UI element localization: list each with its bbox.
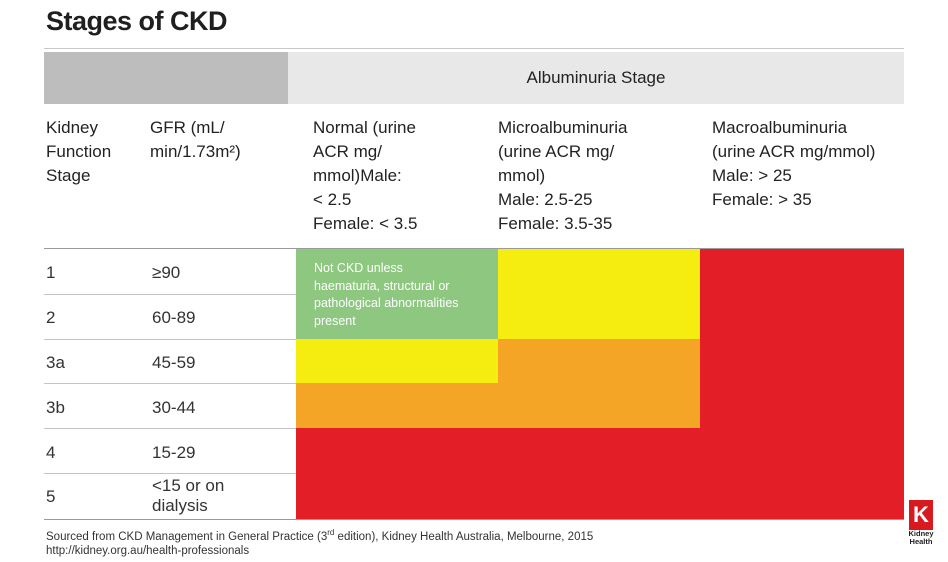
header-line: mmol)	[498, 166, 546, 185]
normal-header: Normal (urine ACR mg/ mmol)Male: < 2.5 F…	[313, 116, 417, 236]
not-ckd-note: Not CKD unless haematuria, structural or…	[296, 249, 498, 339]
header-line: Female: < 3.5	[313, 214, 418, 233]
stage-cell: 3a	[46, 353, 65, 372]
stage-cell: 2	[46, 308, 56, 327]
stage-cell: 1	[46, 263, 56, 282]
risk-cell-normal-micro-stage-3b	[296, 383, 700, 428]
header-line: Function	[46, 142, 112, 161]
header-line: Female: > 35	[712, 190, 812, 209]
macroalbuminuria-header: Macroalbuminuria (urine ACR mg/mmol) Mal…	[712, 116, 875, 212]
row-divider	[44, 428, 296, 429]
header-line: Male: 2.5-25	[498, 190, 593, 209]
risk-cell-macro-stage-1-3b	[700, 249, 904, 428]
logo-line: Kidney	[908, 529, 934, 538]
header-line: Male: > 25	[712, 166, 792, 185]
note-line: pathological abnormalities	[314, 296, 459, 310]
header-band-left	[44, 52, 288, 104]
page-title: Stages of CKD	[46, 6, 228, 36]
gfr-cell: 45-59	[152, 353, 196, 372]
stage-cell: 3b	[46, 398, 65, 417]
gfr-cell: 30-44	[152, 398, 196, 417]
risk-cell-normal-stage-3a	[296, 339, 498, 383]
header-line: Microalbuminuria	[498, 118, 628, 137]
logo-line: Health	[909, 537, 933, 546]
stage-cell: 4	[46, 443, 56, 462]
gfr-cell: ≥90	[152, 263, 181, 282]
source-superscript: rd	[327, 528, 335, 537]
header-line: mmol)Male:	[313, 166, 402, 185]
risk-cell-micro-stage-1-2	[498, 249, 700, 339]
gfr-line: <15 or on	[152, 476, 225, 495]
row-divider	[44, 383, 296, 384]
note-line: present	[314, 313, 356, 328]
header-line: ACR mg/	[313, 142, 382, 161]
row-divider	[44, 294, 296, 295]
header-line: (urine ACR mg/	[498, 142, 615, 161]
row-divider	[44, 473, 296, 474]
gfr-line: dialysis	[152, 496, 208, 515]
header-line: (urine ACR mg/mmol)	[712, 142, 876, 161]
gfr-header: GFR (mL/ min/1.73m²)	[150, 116, 241, 164]
note-line: Not CKD unless	[314, 261, 403, 275]
albuminuria-stage-header: Albuminuria Stage	[288, 52, 904, 104]
gfr-cell: <15 or on dialysis	[152, 476, 224, 516]
stage-cell: 5	[46, 487, 56, 506]
header-line: Normal (urine	[313, 118, 416, 137]
row-divider	[44, 339, 296, 340]
header-divider	[44, 248, 904, 249]
risk-cell-stage-4-5	[296, 428, 904, 519]
header-line: min/1.73m²)	[150, 142, 241, 161]
table-bottom-rule	[44, 519, 904, 520]
source-url[interactable]: http://kidney.org.au/health-professional…	[46, 545, 250, 557]
risk-cell-micro-stage-3a	[498, 339, 700, 383]
microalbuminuria-header: Microalbuminuria (urine ACR mg/ mmol) Ma…	[498, 116, 627, 236]
header-line: Stage	[46, 166, 91, 185]
gfr-cell: 15-29	[152, 443, 196, 462]
note-line: haematuria, structural or	[314, 278, 450, 293]
source-note: Sourced from CKD Management in General P…	[46, 528, 593, 543]
gfr-cell: 60-89	[152, 308, 196, 327]
header-line: Macroalbuminuria	[712, 118, 848, 137]
kidney-health-logo: K Kidney Health	[903, 500, 939, 552]
header-line: Kidney	[46, 118, 98, 137]
header-line: GFR (mL/	[150, 118, 225, 137]
albuminuria-stage-label: Albuminuria Stage	[526, 68, 666, 87]
source-text: Sourced from CKD Management in General P…	[46, 530, 328, 543]
source-text: edition), Kidney Health Australia, Melbo…	[334, 530, 594, 543]
header-line: < 2.5	[313, 190, 352, 209]
kidney-function-stage-header: Kidney Function Stage	[46, 116, 111, 188]
logo-mark: K	[909, 500, 933, 530]
top-rule	[44, 48, 904, 49]
header-line: Female: 3.5-35	[498, 214, 613, 233]
